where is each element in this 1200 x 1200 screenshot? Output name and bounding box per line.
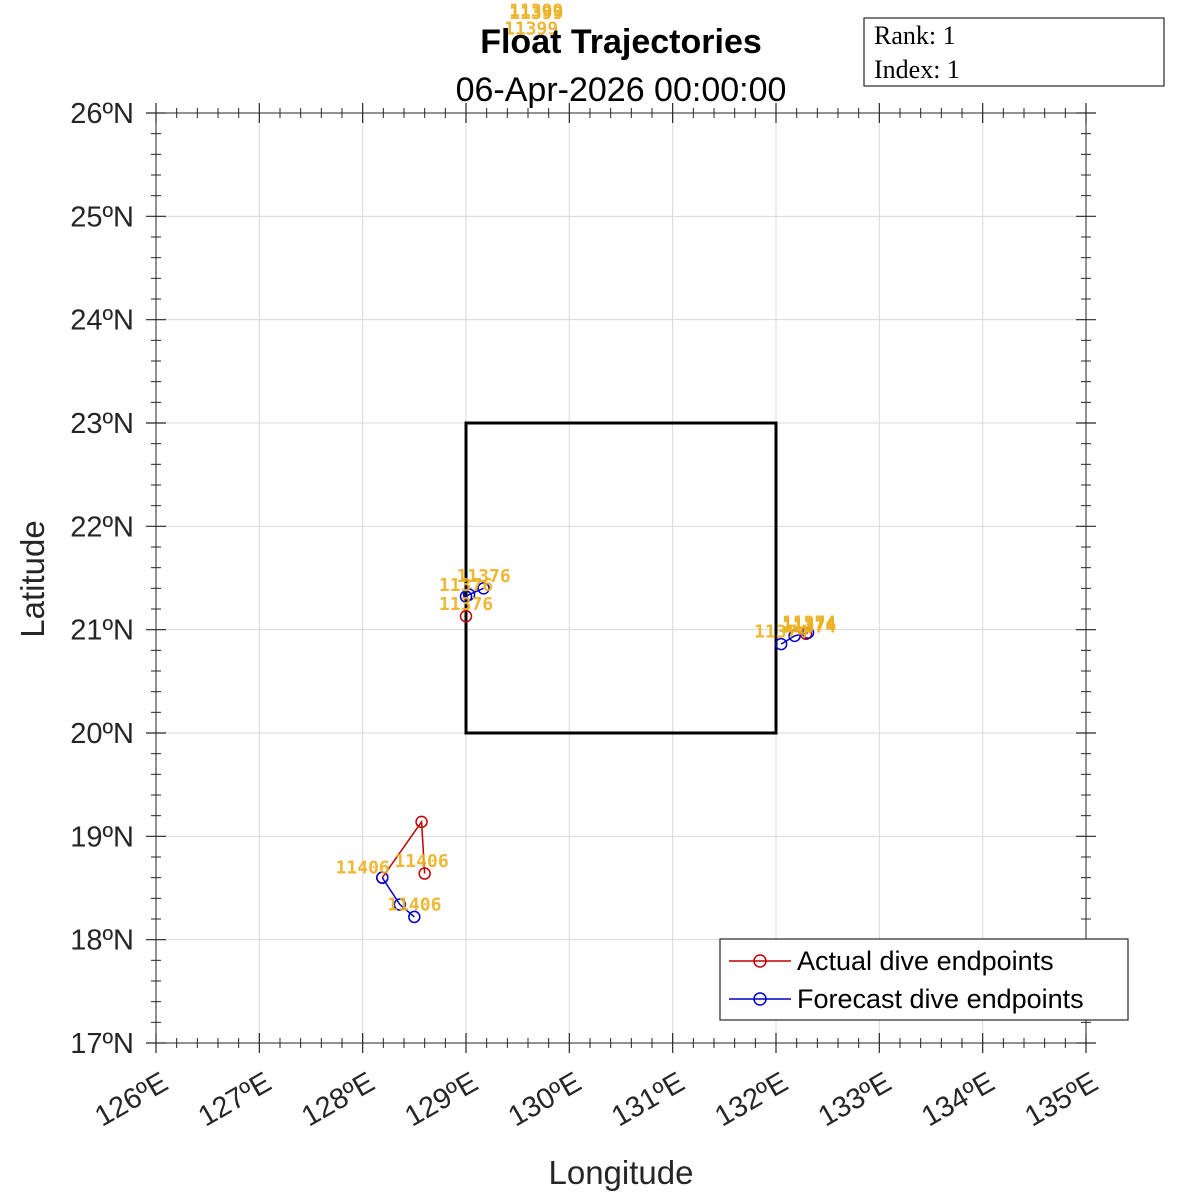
legend-label-actual: Actual dive endpoints	[797, 946, 1054, 976]
y-tick-label: 20ºN	[70, 718, 134, 750]
float-id-label: 11374	[782, 617, 836, 638]
chart-subtitle: 06-Apr-2026 00:00:00	[456, 71, 787, 109]
dive-endpoint-marker-11374	[788, 629, 801, 643]
y-tick-labels: 17ºN 18ºN 19ºN 20ºN 21ºN 22ºN 23ºN 24ºN 25ºN 26ºN	[70, 98, 134, 1060]
dive-endpoint-marker-11406	[418, 867, 431, 880]
x-axis-label: Longitude	[549, 1154, 694, 1191]
chart-title: Float Trajectories	[480, 23, 762, 61]
info-index: Index: 1	[874, 55, 960, 84]
dive-endpoint-marker-11406	[408, 910, 421, 924]
legend-marker-actual	[753, 954, 767, 968]
dive-endpoint-marker-11406	[376, 871, 389, 884]
info-box: Rank: 1 Index: 1	[863, 17, 1165, 87]
dive-endpoint-marker-11374	[801, 626, 815, 640]
x-tick-label: 134ºE	[916, 1066, 1000, 1133]
target-region-box	[464, 421, 778, 735]
float-id-label: 11406	[394, 851, 448, 872]
float-id-label: 11374	[782, 615, 836, 636]
dive-endpoint-marker-11376	[477, 582, 490, 595]
float-id-labels: 1139911399113991137611376113761137411374…	[336, 1, 837, 916]
x-tick-label: 129ºE	[400, 1066, 484, 1133]
x-tick-label: 130ºE	[503, 1066, 587, 1133]
legend-label-forecast: Forecast dive endpoints	[797, 984, 1084, 1014]
minor-ticks	[151, 108, 1091, 1048]
float-id-label: 11406	[387, 895, 441, 916]
y-tick-label: 17ºN	[70, 1028, 134, 1060]
float-id-label: 11399	[509, 1, 563, 22]
float-id-label: 11376	[456, 566, 510, 587]
x-tick-label: 132ºE	[710, 1066, 794, 1133]
y-tick-label: 24ºN	[70, 305, 134, 337]
y-tick-label: 25ºN	[70, 201, 134, 233]
y-tick-label: 23ºN	[70, 408, 134, 440]
float-id-label: 11376	[439, 594, 493, 615]
info-rank: Rank: 1	[874, 21, 956, 50]
major-ticks	[146, 103, 1096, 1053]
float-id-label: 11376	[439, 575, 493, 596]
x-tick-label: 126ºE	[90, 1066, 174, 1133]
y-tick-label: 21ºN	[70, 615, 134, 647]
y-tick-label: 19ºN	[70, 821, 134, 853]
dive-endpoint-marker-11376	[462, 588, 476, 601]
float-id-label: 11374	[782, 612, 836, 633]
x-tick-label: 135ºE	[1020, 1066, 1104, 1133]
x-tick-label: 128ºE	[296, 1066, 380, 1133]
trajectory-line-11406	[381, 877, 415, 918]
y-axis-label: Latitude	[14, 520, 51, 637]
y-tick-label: 22ºN	[70, 511, 134, 543]
dive-endpoint-marker-11406	[393, 898, 407, 911]
info-box-frame	[863, 17, 1165, 87]
float-id-label: 11399	[509, 3, 563, 24]
x-tick-label: 127ºE	[193, 1066, 277, 1133]
y-tick-label: 18ºN	[70, 925, 134, 957]
grid-lines	[155, 112, 1087, 1044]
trajectory-series	[376, 582, 815, 924]
dive-endpoint-marker-11406	[415, 815, 428, 829]
legend-marker-forecast	[753, 992, 767, 1006]
x-tick-labels: 126ºE 127ºE 128ºE 129ºE 130ºE 131ºE 132ºE 133ºE…	[90, 1066, 1104, 1133]
y-tick-label: 26ºN	[70, 98, 134, 130]
legend: Actual dive endpoints Forecast dive endp…	[719, 938, 1129, 1021]
x-tick-label: 131ºE	[606, 1066, 690, 1133]
dive-endpoint-marker-11376	[459, 590, 473, 603]
float-id-label: 11374	[754, 622, 808, 643]
trajectory-line-11406	[381, 819, 426, 879]
dive-endpoint-marker-11374	[774, 637, 788, 651]
float-id-label: 11399	[504, 18, 558, 39]
float-id-label: 11406	[336, 857, 390, 878]
legend-frame	[719, 938, 1129, 1021]
plot-area	[155, 112, 1087, 1044]
x-tick-label: 133ºE	[813, 1066, 897, 1133]
dive-endpoint-marker-11376	[459, 609, 473, 623]
